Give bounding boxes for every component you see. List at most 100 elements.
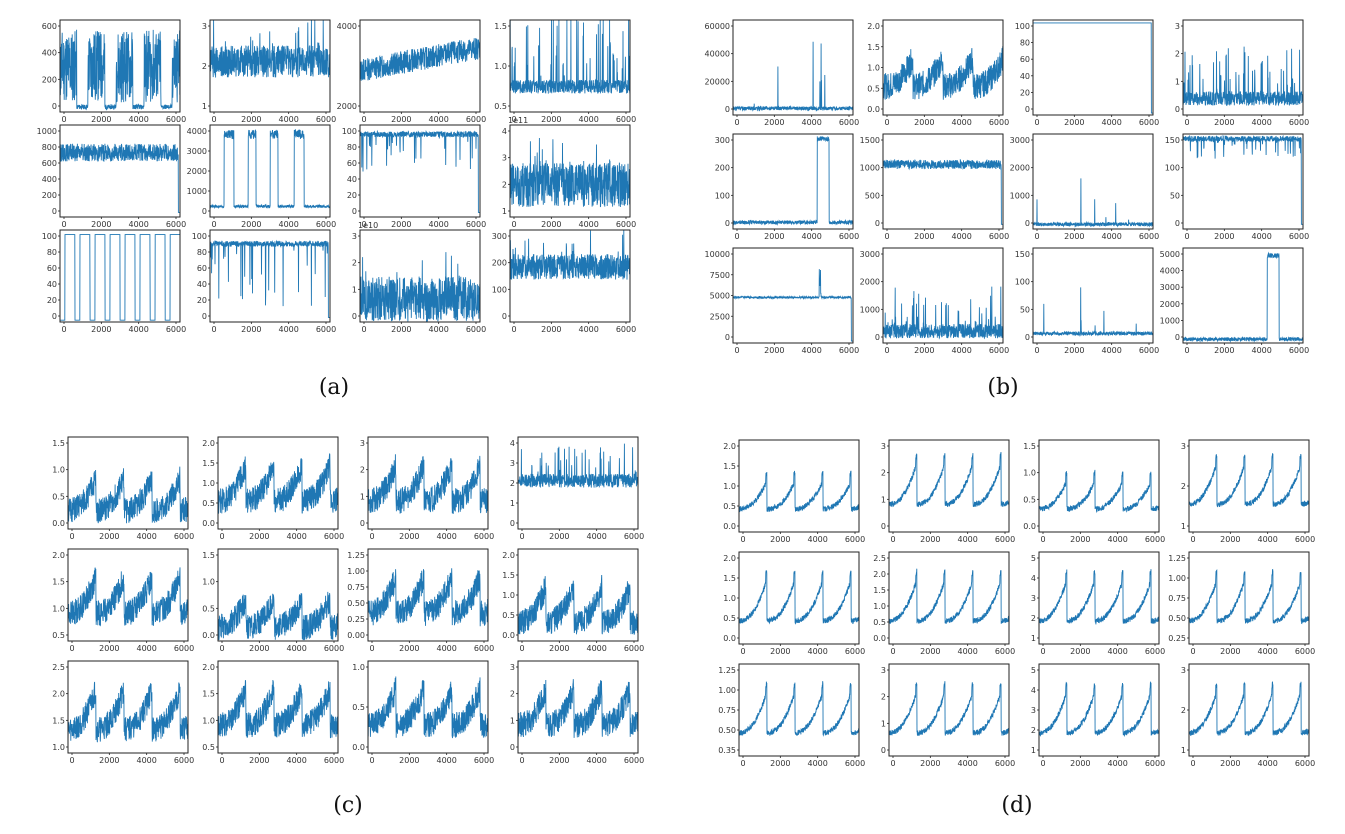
x-tick-label: 4000 (951, 346, 971, 355)
plot-frame (732, 133, 854, 230)
subplot-b-1: 0 20000 40000 60000 0 2000 4000 6000 (705, 19, 859, 127)
plot-frame (1182, 133, 1304, 230)
x-tick-label: 4000 (957, 647, 977, 656)
x-tick-label: 4000 (1251, 346, 1271, 355)
x-tick-label: 6000 (839, 118, 859, 127)
x-tick-label: 0 (740, 535, 745, 544)
y-tick-label: 3 (502, 154, 507, 163)
x-tick-label: 2000 (541, 115, 561, 124)
panel-c: 0.00.51.01.50 2000 4000 60000.00.51.01.52.0… (52, 436, 644, 765)
y-tick-label: 1.5 (202, 690, 215, 699)
x-tick-label: 6000 (616, 115, 636, 124)
y-tick-label: 200 (492, 259, 507, 268)
subplot-a-10: 0 20 40 60 80 100 0 2000 4000 6000 (192, 229, 336, 334)
x-tick-label: 0 (740, 647, 745, 656)
y-tick-label: 2.0 (202, 663, 215, 672)
x-tick-label: 6000 (316, 220, 336, 229)
y-tick-label: 3 (881, 666, 886, 675)
x-tick-label: 6000 (995, 647, 1015, 656)
plot-frame (67, 436, 189, 530)
plot-frame (359, 229, 481, 323)
x-tick-label: 0 (884, 232, 889, 241)
series-line (1188, 453, 1310, 508)
x-tick-label: 0 (519, 756, 524, 765)
subplot-c-1: 0.0 0.5 1.0 1.5 0 2000 4000 6000 (52, 436, 194, 541)
x-tick-label: 4000 (278, 115, 298, 124)
series-line (359, 252, 481, 322)
y-tick-label: 2.5 (52, 663, 65, 672)
y-tick-label: 3 (510, 663, 515, 672)
x-tick-label: 2000 (764, 118, 784, 127)
plot-frame (888, 439, 1010, 533)
x-tick-label: 2000 (1064, 118, 1084, 127)
y-tick-label: 200 (715, 164, 730, 173)
x-tick-label: 4000 (436, 644, 456, 653)
x-tick-label: 4000 (136, 644, 156, 653)
y-tick-label: 3000 (1010, 136, 1030, 145)
x-tick-label: 6000 (1139, 118, 1159, 127)
y-tick-label: 0.5 (352, 703, 365, 712)
y-tick-label: 80 (347, 143, 357, 152)
y-tick-label: 0 (1175, 333, 1180, 342)
series-line (209, 128, 331, 210)
y-tick-label: 0.00 (347, 631, 365, 640)
x-tick-label: 6000 (316, 115, 336, 124)
y-tick-label: 1 (1181, 522, 1186, 531)
y-tick-label: 1.0 (202, 479, 215, 488)
subplot-a-9: 0 20 40 60 80 100 0 2000 4000 6000 (42, 229, 186, 334)
y-tick-label: 5 (1031, 554, 1036, 563)
y-tick-label: 50 (1170, 191, 1180, 200)
x-tick-label: 2000 (770, 535, 790, 544)
y-tick-label: 1.5 (723, 462, 736, 471)
x-tick-label: 2000 (91, 325, 111, 334)
y-tick-label: 0.5 (202, 604, 215, 613)
x-tick-label: 0 (884, 118, 889, 127)
x-tick-label: 6000 (174, 532, 194, 541)
series-line (359, 129, 480, 213)
subplot-c-5: 0.5 1.0 1.5 2.0 0 2000 4000 6000 (52, 548, 194, 653)
x-tick-label: 2000 (399, 532, 419, 541)
y-tick-label: 150 (1165, 136, 1180, 145)
y-tick-label: 2 (881, 469, 886, 478)
y-tick-label: 1000 (37, 127, 57, 136)
x-tick-label: 0 (211, 220, 216, 229)
series-line (1032, 178, 1154, 228)
x-tick-label: 0 (890, 759, 895, 768)
subplot-d-3: 0.0 0.5 1.0 1.5 0 2000 4000 6000 (1023, 439, 1165, 544)
x-tick-label: 2000 (91, 220, 111, 229)
series-line (1182, 251, 1304, 343)
series-line (1033, 22, 1153, 114)
series-line (209, 239, 330, 318)
x-tick-label: 0 (1184, 118, 1189, 127)
x-tick-label: 0 (369, 756, 374, 765)
y-tick-label: 100 (42, 232, 57, 241)
x-tick-label: 4000 (1251, 232, 1271, 241)
series-line (1032, 287, 1154, 337)
x-tick-label: 0 (69, 756, 74, 765)
x-tick-label: 6000 (995, 535, 1015, 544)
y-tick-label: 1000 (860, 164, 880, 173)
x-tick-label: 0 (361, 220, 366, 229)
x-tick-label: 4000 (1251, 118, 1271, 127)
series-line (67, 466, 189, 524)
y-tick-label: 4000 (1160, 267, 1180, 276)
plot-frame (359, 124, 481, 218)
series-line (738, 681, 860, 737)
y-tick-label: 4 (502, 127, 507, 136)
series-line (359, 38, 481, 81)
plot-frame (1038, 663, 1160, 757)
y-tick-label: 2000 (1010, 164, 1030, 173)
y-tick-label: 100 (715, 191, 730, 200)
y-tick-label: 1.5 (723, 574, 736, 583)
x-tick-label: 0 (519, 644, 524, 653)
x-tick-label: 6000 (466, 325, 486, 334)
y-tick-label: 100 (192, 232, 207, 241)
scale-offset-label: 1e10 (358, 221, 378, 230)
subplot-a-5: 0 200 400 600 800 1000 0 2000 4000 6000 (37, 124, 186, 229)
y-tick-label: 0 (202, 207, 207, 216)
plot-frame (217, 548, 339, 642)
y-tick-label: 1.25 (718, 666, 736, 675)
y-tick-label: 100 (492, 285, 507, 294)
y-tick-label: 1.0 (502, 591, 515, 600)
